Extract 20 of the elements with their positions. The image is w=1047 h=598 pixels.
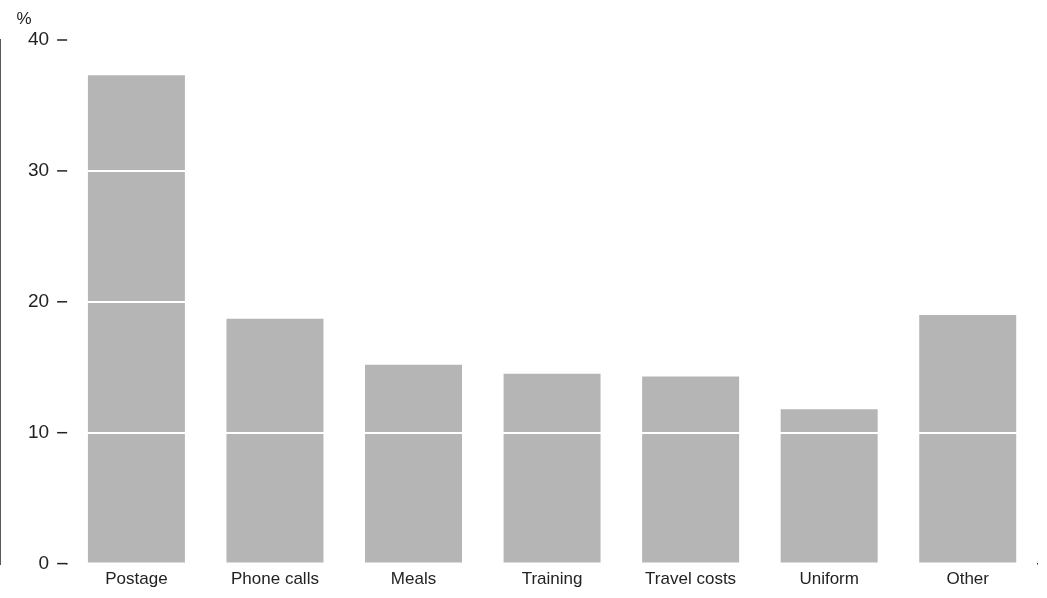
bar	[226, 318, 324, 563]
x-tick-label: Phone calls	[231, 569, 319, 589]
x-tick-label: Training	[521, 569, 583, 589]
bar	[87, 75, 185, 563]
y-tick-label: 10	[27, 420, 50, 442]
x-tick-label: Other	[946, 569, 990, 589]
x-tick-label: Meals	[390, 569, 437, 589]
x-tick-label: Travel costs	[645, 569, 737, 589]
bar	[919, 314, 1017, 563]
bar	[503, 373, 601, 563]
bar	[780, 409, 878, 563]
y-tick-label: 30	[27, 159, 50, 181]
x-tick-label: Uniform	[799, 569, 859, 589]
x-tick-label: Postage	[105, 569, 168, 589]
y-tick-label: 20	[27, 290, 50, 312]
y-tick-label: 40	[27, 28, 50, 50]
y-axis-title: %	[16, 9, 32, 29]
y-tick-label: 0	[38, 551, 50, 573]
bar	[642, 376, 740, 563]
bar	[365, 364, 463, 563]
